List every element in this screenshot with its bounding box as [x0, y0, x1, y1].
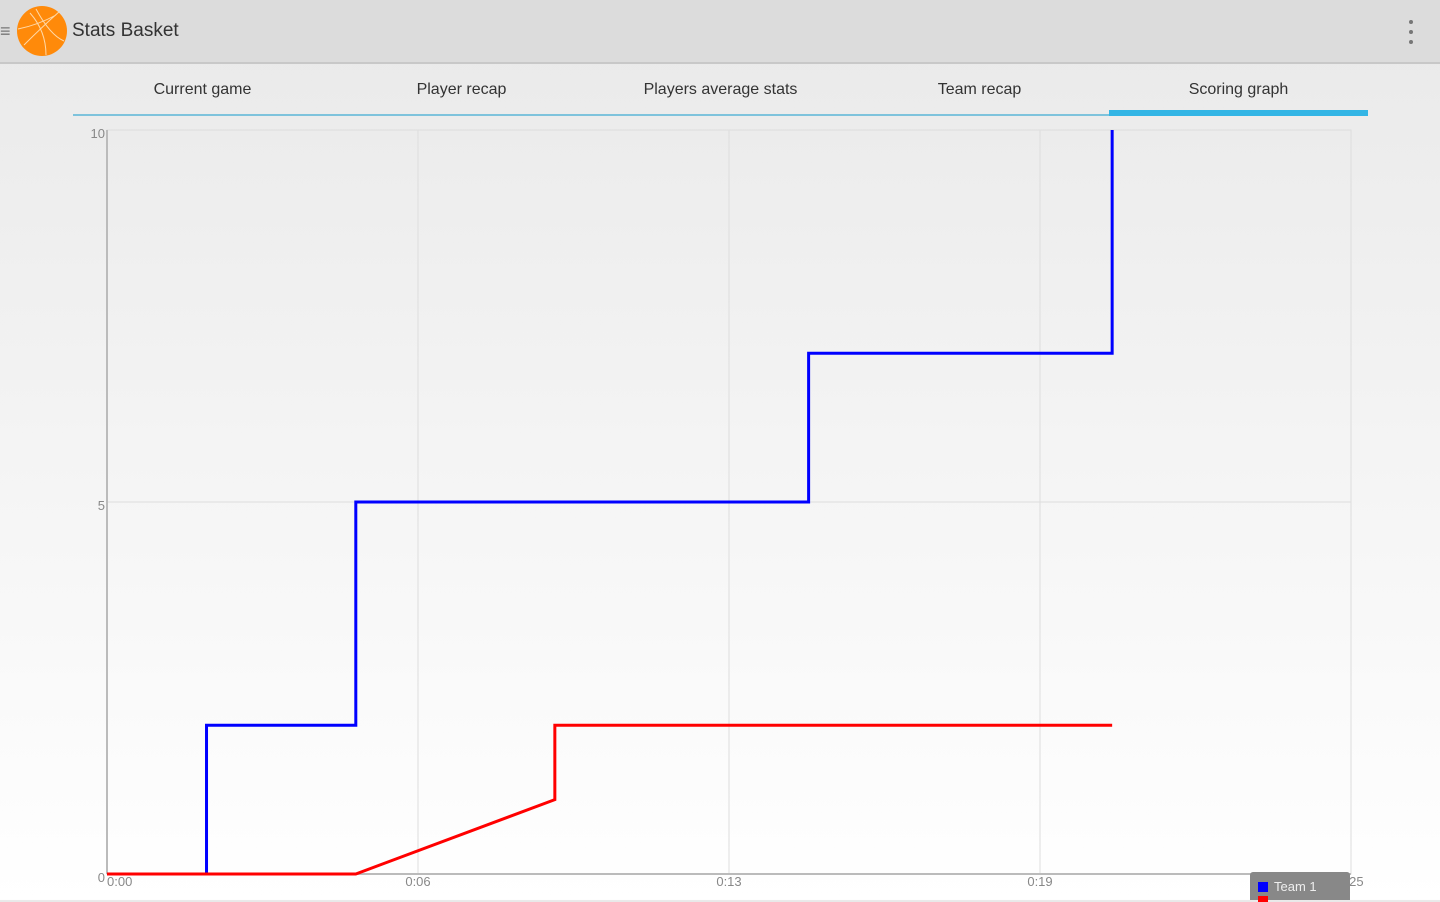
more-vert-icon[interactable] — [1408, 20, 1414, 44]
chart-legend: Team 1 — [1250, 872, 1350, 902]
app-title: Stats Basket — [72, 20, 179, 41]
tab-bar: Current game Player recap Players averag… — [73, 66, 1368, 116]
y-tick-label: 0 — [98, 870, 105, 885]
plot-area — [106, 129, 1352, 875]
hamburger-icon[interactable]: ≡ — [0, 20, 11, 41]
y-tick-label: 5 — [98, 498, 105, 513]
basketball-icon[interactable] — [16, 5, 68, 57]
app-bar: ≡ Stats Basket — [0, 0, 1440, 64]
tab-scoring-graph[interactable]: Scoring graph — [1109, 66, 1368, 116]
series-line-2 — [107, 723, 1113, 876]
x-tick-label: 0:19 — [1027, 874, 1052, 889]
tab-players-average-stats[interactable]: Players average stats — [643, 81, 798, 98]
y-tick-label: 10 — [91, 126, 105, 141]
x-tick-label: 0:00 — [107, 874, 132, 889]
tab-player-recap[interactable]: Player recap — [416, 81, 507, 98]
x-tick-label: 0:13 — [716, 874, 741, 889]
legend-swatch-series-2 — [1258, 896, 1268, 902]
x-tick-label: 0:06 — [405, 874, 430, 889]
legend-swatch-team-1 — [1258, 881, 1268, 892]
tab-team-recap[interactable]: Team recap — [937, 81, 1022, 98]
tab-current-game[interactable]: Current game — [153, 81, 252, 98]
legend-label-team-1: Team 1 — [1274, 879, 1317, 894]
series-line-1 — [107, 130, 1114, 876]
